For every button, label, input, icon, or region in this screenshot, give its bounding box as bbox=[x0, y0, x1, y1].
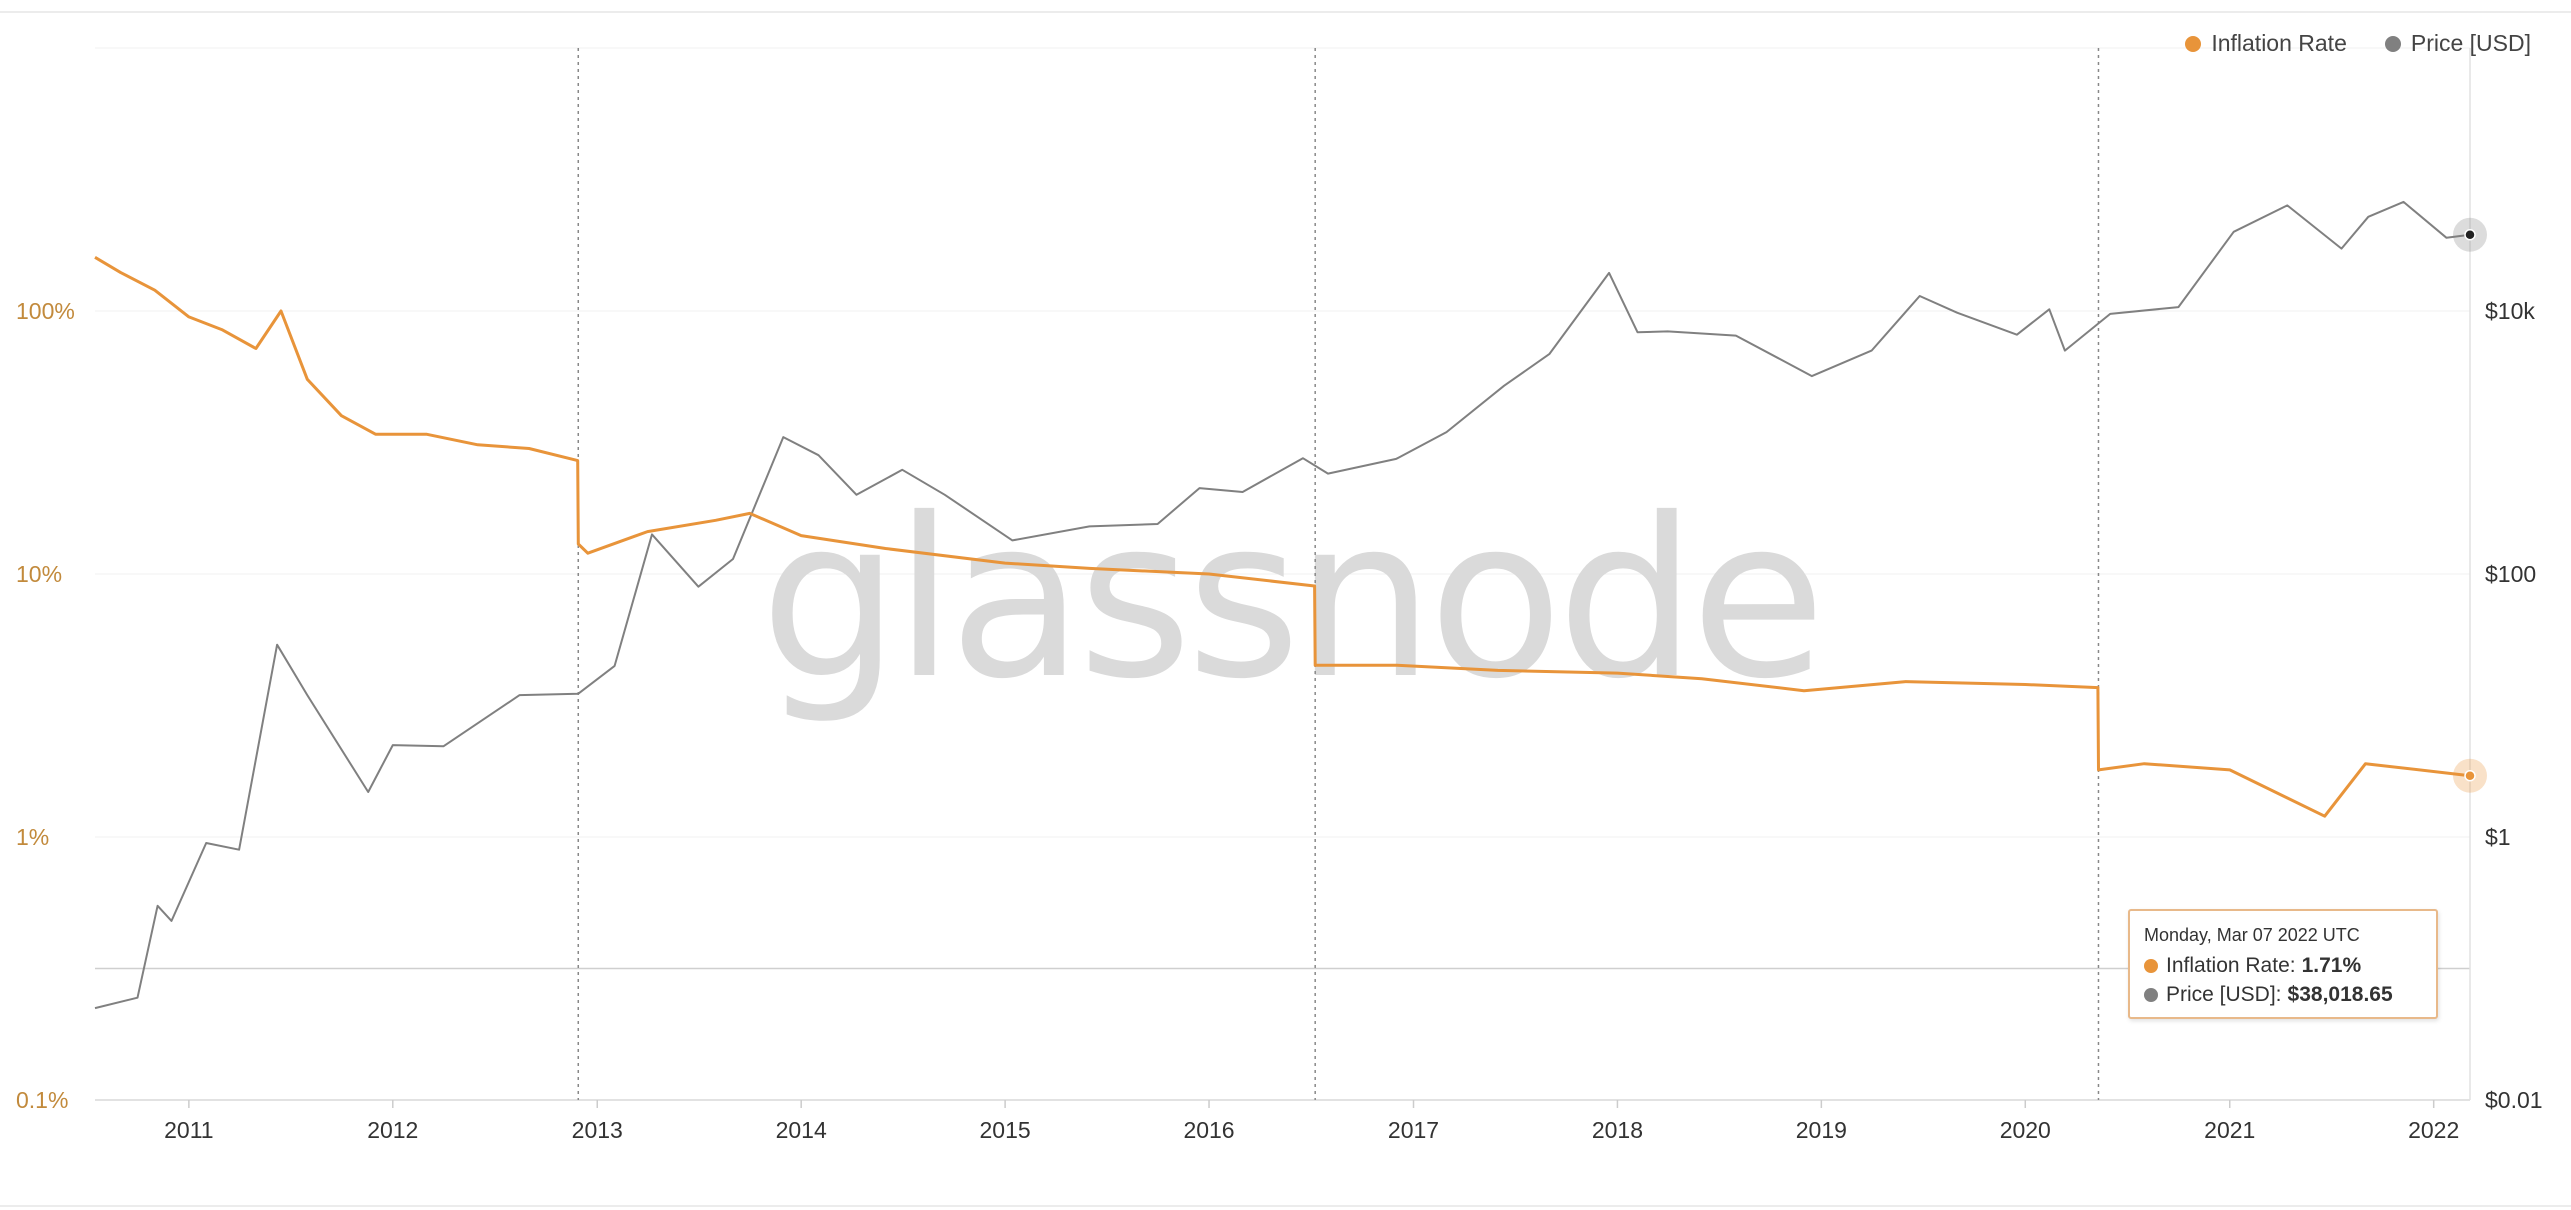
left-tick-label: 10% bbox=[16, 561, 62, 587]
tooltip-dot-icon bbox=[2144, 988, 2158, 1002]
current-marker-dot[interactable] bbox=[2464, 228, 2476, 241]
grid-lines bbox=[95, 47, 2471, 1101]
right-tick-label: $0.01 bbox=[2485, 1087, 2543, 1113]
tooltip-dot-icon bbox=[2144, 959, 2158, 973]
x-tick-label: 2022 bbox=[2408, 1117, 2459, 1143]
tooltip-price-row: Price [USD]: $38,018.65 bbox=[2144, 983, 2422, 1007]
legend: Inflation Rate Price [USD] bbox=[2185, 30, 2531, 57]
x-tick-label: 2017 bbox=[1388, 1117, 1439, 1143]
legend-label: Price [USD] bbox=[2410, 30, 2531, 56]
x-tick-label: 2016 bbox=[1183, 1117, 1234, 1143]
inflation-rate-line[interactable] bbox=[94, 256, 2471, 818]
right-axis-ticks: $0.01 $1 $100 $10k bbox=[2485, 298, 2543, 1113]
tooltip: Monday, Mar 07 2022 UTC Inflation Rate: … bbox=[2128, 909, 2438, 1019]
x-tick-label: 2018 bbox=[1592, 1117, 1643, 1143]
x-tick-label: 2020 bbox=[2000, 1117, 2051, 1143]
tooltip-inflation-row: Inflation Rate: 1.71% bbox=[2144, 954, 2422, 978]
series-layer bbox=[94, 200, 2471, 1010]
right-tick-label: $100 bbox=[2485, 561, 2536, 587]
legend-item-inflation[interactable]: Inflation Rate bbox=[2185, 30, 2347, 57]
legend-dot-icon bbox=[2185, 35, 2202, 52]
legend-label: Inflation Rate bbox=[2211, 30, 2347, 56]
halving-lines bbox=[577, 48, 2100, 1100]
x-axis-ticks: 2011 2012 2013 2014 2015 2016 2017 2018 2019 2020… bbox=[164, 1100, 2459, 1143]
watermark-text: glassnode bbox=[760, 471, 1820, 727]
right-tick-label: $1 bbox=[2485, 824, 2511, 850]
x-tick-label: 2015 bbox=[980, 1117, 1031, 1143]
x-tick-label: 2019 bbox=[1796, 1117, 1847, 1143]
x-tick-label: 2021 bbox=[2204, 1117, 2255, 1143]
tooltip-price-value: $38,018.65 bbox=[2287, 983, 2393, 1006]
x-tick-label: 2011 bbox=[164, 1117, 213, 1143]
legend-dot-icon bbox=[2384, 35, 2401, 52]
right-tick-label: $10k bbox=[2485, 298, 2535, 324]
tooltip-inflation-value: 1.71% bbox=[2301, 954, 2362, 977]
current-value-markers bbox=[2453, 217, 2487, 793]
price-line[interactable] bbox=[94, 200, 2471, 1010]
left-tick-label: 0.1% bbox=[16, 1087, 68, 1113]
x-tick-label: 2012 bbox=[367, 1117, 418, 1143]
tooltip-inflation-label: Inflation Rate: bbox=[2166, 954, 2296, 977]
left-tick-label: 1% bbox=[16, 824, 49, 850]
left-tick-label: 100% bbox=[16, 298, 75, 324]
x-tick-label: 2014 bbox=[776, 1117, 827, 1143]
left-axis-ticks: 0.1% 1% 10% 100% bbox=[16, 298, 75, 1113]
legend-item-price[interactable]: Price [USD] bbox=[2384, 30, 2531, 57]
tooltip-date: Monday, Mar 07 2022 UTC bbox=[2144, 925, 2360, 945]
x-tick-label: 2013 bbox=[572, 1117, 623, 1143]
tooltip-price-label: Price [USD]: bbox=[2166, 983, 2282, 1006]
current-marker-dot[interactable] bbox=[2464, 769, 2476, 782]
